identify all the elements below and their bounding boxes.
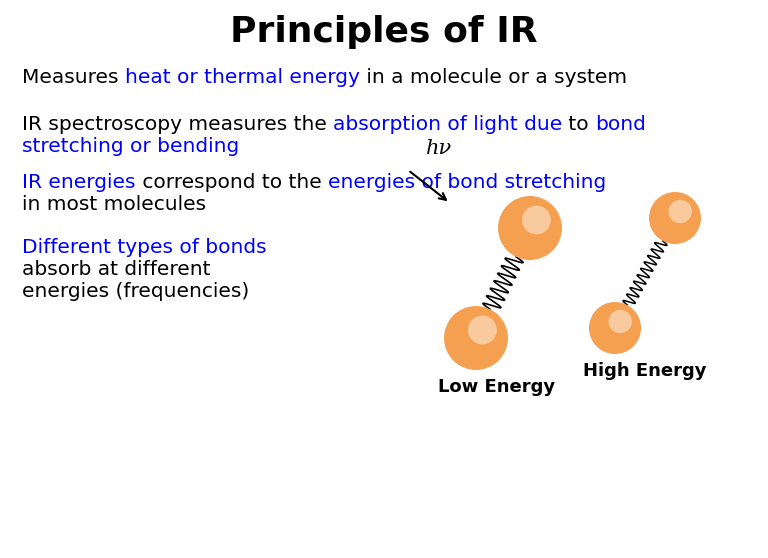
Text: hν: hν (426, 139, 452, 158)
Text: High Energy: High Energy (583, 362, 707, 380)
Text: Measures: Measures (22, 68, 125, 87)
Circle shape (498, 196, 562, 260)
Circle shape (468, 316, 497, 344)
Circle shape (608, 310, 632, 333)
Text: in a molecule or a system: in a molecule or a system (359, 68, 627, 87)
Text: correspond to the: correspond to the (135, 173, 328, 192)
Text: Different types of bonds: Different types of bonds (22, 238, 266, 257)
Circle shape (649, 192, 701, 244)
Circle shape (668, 200, 692, 223)
Text: Low Energy: Low Energy (439, 378, 555, 396)
Text: energies of bond stretching: energies of bond stretching (328, 173, 606, 192)
Text: absorb at different: absorb at different (22, 260, 210, 279)
Text: IR energies: IR energies (22, 173, 135, 192)
Circle shape (522, 205, 551, 234)
Text: absorption of light due: absorption of light due (333, 115, 562, 134)
Text: stretching or bending: stretching or bending (22, 137, 240, 156)
Text: in most molecules: in most molecules (22, 195, 206, 214)
Text: energies (frequencies): energies (frequencies) (22, 282, 250, 301)
Text: heat or thermal energy: heat or thermal energy (125, 68, 359, 87)
Circle shape (444, 306, 508, 370)
Text: bond: bond (595, 115, 647, 134)
Text: Principles of IR: Principles of IR (230, 15, 538, 49)
Circle shape (589, 302, 641, 354)
Text: IR spectroscopy measures the: IR spectroscopy measures the (22, 115, 333, 134)
Text: to: to (562, 115, 595, 134)
